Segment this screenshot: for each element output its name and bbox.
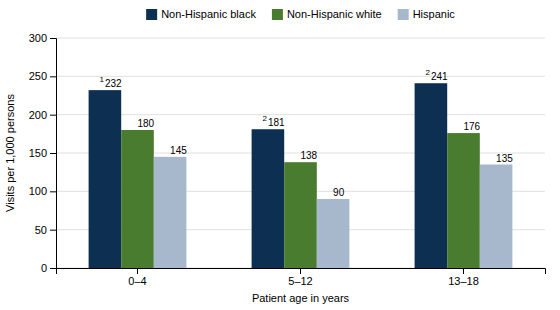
data-label: 181 (268, 117, 285, 128)
x-tick-label: 13–18 (448, 275, 479, 287)
y-tick-label: 250 (29, 70, 47, 82)
legend-item: Hispanic (398, 8, 456, 20)
data-label-superscript: 2 (425, 68, 430, 77)
y-tick: 300 (29, 32, 56, 44)
y-tick-label: 100 (29, 185, 47, 197)
bar (480, 165, 513, 269)
y-tick-mark (50, 191, 56, 192)
x-tick-label: 0–4 (128, 275, 146, 287)
y-tick-mark (50, 38, 56, 39)
legend-item: Non-Hispanic white (272, 8, 382, 20)
legend-label: Hispanic (413, 8, 456, 20)
plot-root: 0–4 5–12 13–18 0 50 100 150 200 250 300 Patient ag… (4, 32, 546, 304)
y-tick: 250 (29, 70, 56, 82)
x-tick-mark (463, 268, 464, 274)
bar (89, 90, 122, 268)
data-label: 90 (333, 187, 345, 198)
bar-series (121, 130, 480, 268)
legend-label: Non-Hispanic black (161, 8, 256, 20)
y-tick-label: 200 (29, 109, 47, 121)
y-tick-mark (50, 230, 56, 231)
y-tick-mark (50, 115, 56, 116)
y-tick-label: 50 (35, 224, 47, 236)
bar (317, 199, 350, 268)
bar (415, 83, 448, 268)
chart-container: 0–4 5–12 13–18 0 50 100 150 200 250 300 Patient ag… (0, 0, 560, 310)
y-tick: 200 (29, 109, 56, 121)
data-label-superscript: 2 (262, 114, 267, 123)
bar-series (89, 83, 448, 268)
bar (447, 133, 480, 268)
grid-line (56, 76, 545, 77)
x-tick: 5–12 (288, 268, 312, 287)
y-tick-mark (50, 153, 56, 154)
x-tick: 0–4 (128, 268, 146, 287)
legend-label: Non-Hispanic white (287, 8, 382, 20)
y-tick-mark (50, 76, 56, 77)
x-axis-line (57, 269, 546, 275)
data-label: 232 (105, 78, 122, 89)
bars (89, 83, 513, 268)
y-tick-label: 150 (29, 147, 47, 159)
data-label: 180 (138, 118, 155, 129)
legend-swatch (398, 9, 409, 20)
data-label: 135 (496, 153, 513, 164)
y-tick-mark (50, 268, 56, 269)
grid-line (56, 114, 545, 115)
grid-line (56, 38, 545, 39)
x-tick: 13–18 (448, 268, 479, 287)
chart-svg: 0–4 5–12 13–18 0 50 100 150 200 250 300 Patient ag… (0, 0, 560, 310)
x-tick-mark (137, 268, 138, 274)
y-axis-line (50, 39, 57, 269)
data-label: 176 (464, 121, 481, 132)
x-axis: 0–4 5–12 13–18 (57, 268, 546, 287)
x-tick-label: 5–12 (288, 275, 312, 287)
bar (252, 129, 285, 268)
y-axis-title: Visits per 1,000 persons (4, 94, 16, 212)
legend-swatch (146, 9, 157, 20)
y-tick: 150 (29, 147, 56, 159)
y-axis: 0 50 100 150 200 250 300 (29, 32, 57, 274)
y-tick-label: 300 (29, 32, 47, 44)
data-label: 241 (431, 71, 448, 82)
bar (154, 157, 187, 268)
data-labels: 23211812241218013817614590135 (99, 68, 513, 198)
y-tick: 100 (29, 185, 56, 197)
legend-item: Non-Hispanic black (146, 8, 256, 20)
data-label: 145 (170, 145, 187, 156)
legend-swatch (272, 9, 283, 20)
x-tick-mark (300, 268, 301, 274)
data-label-superscript: 1 (99, 75, 104, 84)
bar (121, 130, 154, 268)
legend: Non-Hispanic black Non-Hispanic white Hisp… (146, 8, 455, 20)
y-tick-label: 0 (41, 262, 47, 274)
grid (56, 38, 545, 268)
y-tick: 50 (35, 224, 56, 236)
bar (284, 162, 317, 268)
data-label: 138 (301, 150, 318, 161)
bar-series (154, 157, 513, 268)
x-axis-title: Patient age in years (252, 292, 350, 304)
y-tick: 0 (41, 262, 56, 274)
